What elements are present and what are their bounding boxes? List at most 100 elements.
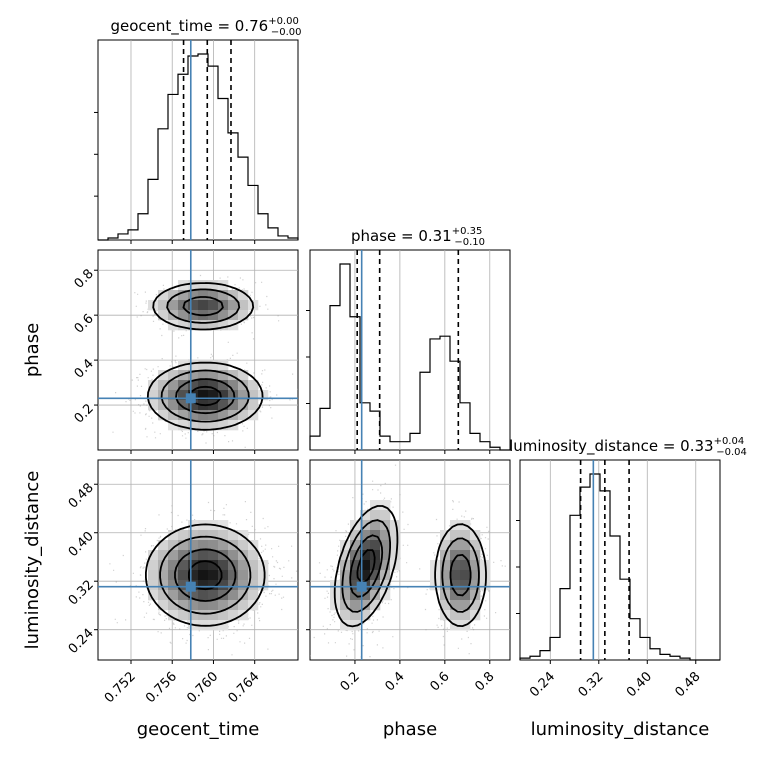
density-cell [350, 560, 361, 571]
density-cell [168, 590, 179, 601]
contour-line [146, 282, 264, 431]
density-cell [158, 410, 169, 421]
density-cell [148, 550, 159, 561]
x-tick-label: 0.764 [226, 669, 263, 706]
density-cell [218, 380, 229, 391]
contour-line [349, 534, 472, 598]
density-cell [198, 530, 209, 541]
density-cell [238, 540, 249, 551]
density-cell [390, 540, 401, 551]
y-tick-label: 0.40 [66, 529, 97, 560]
density-cell [198, 370, 209, 381]
density-cell [198, 600, 209, 611]
density-cell [168, 400, 179, 411]
x-tick-label: 0.760 [184, 669, 221, 706]
density-cell [178, 570, 189, 581]
density-cell [238, 300, 249, 311]
density-cell [208, 590, 219, 601]
density-cell [198, 410, 209, 421]
density-cell [238, 400, 249, 411]
density-cell [238, 600, 249, 611]
density-cell [380, 530, 391, 541]
density-cell [370, 520, 381, 531]
density-cell [238, 610, 249, 621]
density-cell [460, 580, 471, 591]
density-cell [238, 560, 249, 571]
x-tick-label: 0.2 [338, 669, 363, 694]
panel-frame [97, 459, 299, 661]
density-cell [198, 570, 209, 581]
x-tick-label: 0.6 [427, 669, 452, 694]
density-cell [440, 600, 451, 611]
density-cell [350, 540, 361, 551]
panel-title: phase = 0.31+0.35 −0.10 [351, 226, 485, 248]
density-cell [218, 560, 229, 571]
y-tick-label: 0.6 [72, 311, 97, 336]
panel-frame [309, 459, 511, 661]
panel-title-sub: −0.04 [716, 447, 747, 458]
x-axis-label-phase: phase [383, 719, 437, 740]
truth-marker [185, 581, 196, 592]
density-cell [460, 600, 471, 611]
density-cell [340, 600, 351, 611]
density-cell [208, 550, 219, 561]
scatter-panel-luminosity_distance-vs-phase: 0.2 0.4 0.6 0.8 [306, 459, 511, 694]
density-cell [168, 580, 179, 591]
density-cell [188, 550, 199, 561]
density-cell [208, 280, 219, 291]
panel-frame [309, 249, 511, 451]
density-cell [360, 540, 371, 551]
density-cell [188, 600, 199, 611]
density-cell [198, 390, 209, 401]
density-cell [460, 610, 471, 621]
y-axis-label-luminosity-distance: luminosity_distance [22, 471, 43, 650]
x-axis-label-geocent-time: geocent_time [137, 719, 260, 740]
truth-marker [356, 581, 367, 592]
density-cell [208, 290, 219, 301]
density-cell [350, 580, 361, 591]
density-cell [340, 590, 351, 601]
density-cell [218, 620, 229, 631]
density-cell [218, 390, 229, 401]
density-cell [340, 620, 351, 631]
density-cell [168, 570, 179, 581]
density-cell [198, 290, 209, 301]
panel-content [112, 274, 298, 448]
density-cell [440, 570, 451, 581]
corner-panels: geocent_time = 0.76+0.00 −0.00 phase = 0.3… [22, 16, 747, 740]
y-tick-label: 0.32 [66, 577, 97, 608]
x-tick-label: 0.4 [382, 669, 407, 694]
density-cell [380, 540, 391, 551]
density-cell [158, 540, 169, 551]
panel-content [310, 464, 506, 658]
density-cell [360, 570, 371, 581]
x-tick-label: 0.8 [472, 669, 497, 694]
y-axis-label-phase: phase [22, 323, 43, 377]
x-tick-label: 0.32 [576, 669, 607, 700]
density-cell [248, 400, 259, 411]
density-cell [380, 580, 391, 591]
density-cell [188, 370, 199, 381]
density-cell [380, 500, 391, 511]
x-tick-label: 0.24 [527, 669, 558, 700]
density-cell [208, 370, 219, 381]
density-cell [360, 510, 371, 521]
density-cell [450, 560, 461, 571]
density-cell [168, 530, 179, 541]
density-cell [158, 580, 169, 591]
density-cell [370, 560, 381, 571]
density-cell [198, 590, 209, 601]
density-cell [340, 570, 351, 581]
density-cell [178, 550, 189, 561]
density-cell [228, 380, 239, 391]
density-cell [208, 540, 219, 551]
density-cell [208, 310, 219, 321]
density-cell [218, 580, 229, 591]
density-cell [168, 300, 179, 311]
density-cell [158, 390, 169, 401]
density-cell [188, 530, 199, 541]
density-cell [208, 360, 219, 371]
density-cell [198, 540, 209, 551]
density-cell [370, 570, 381, 581]
